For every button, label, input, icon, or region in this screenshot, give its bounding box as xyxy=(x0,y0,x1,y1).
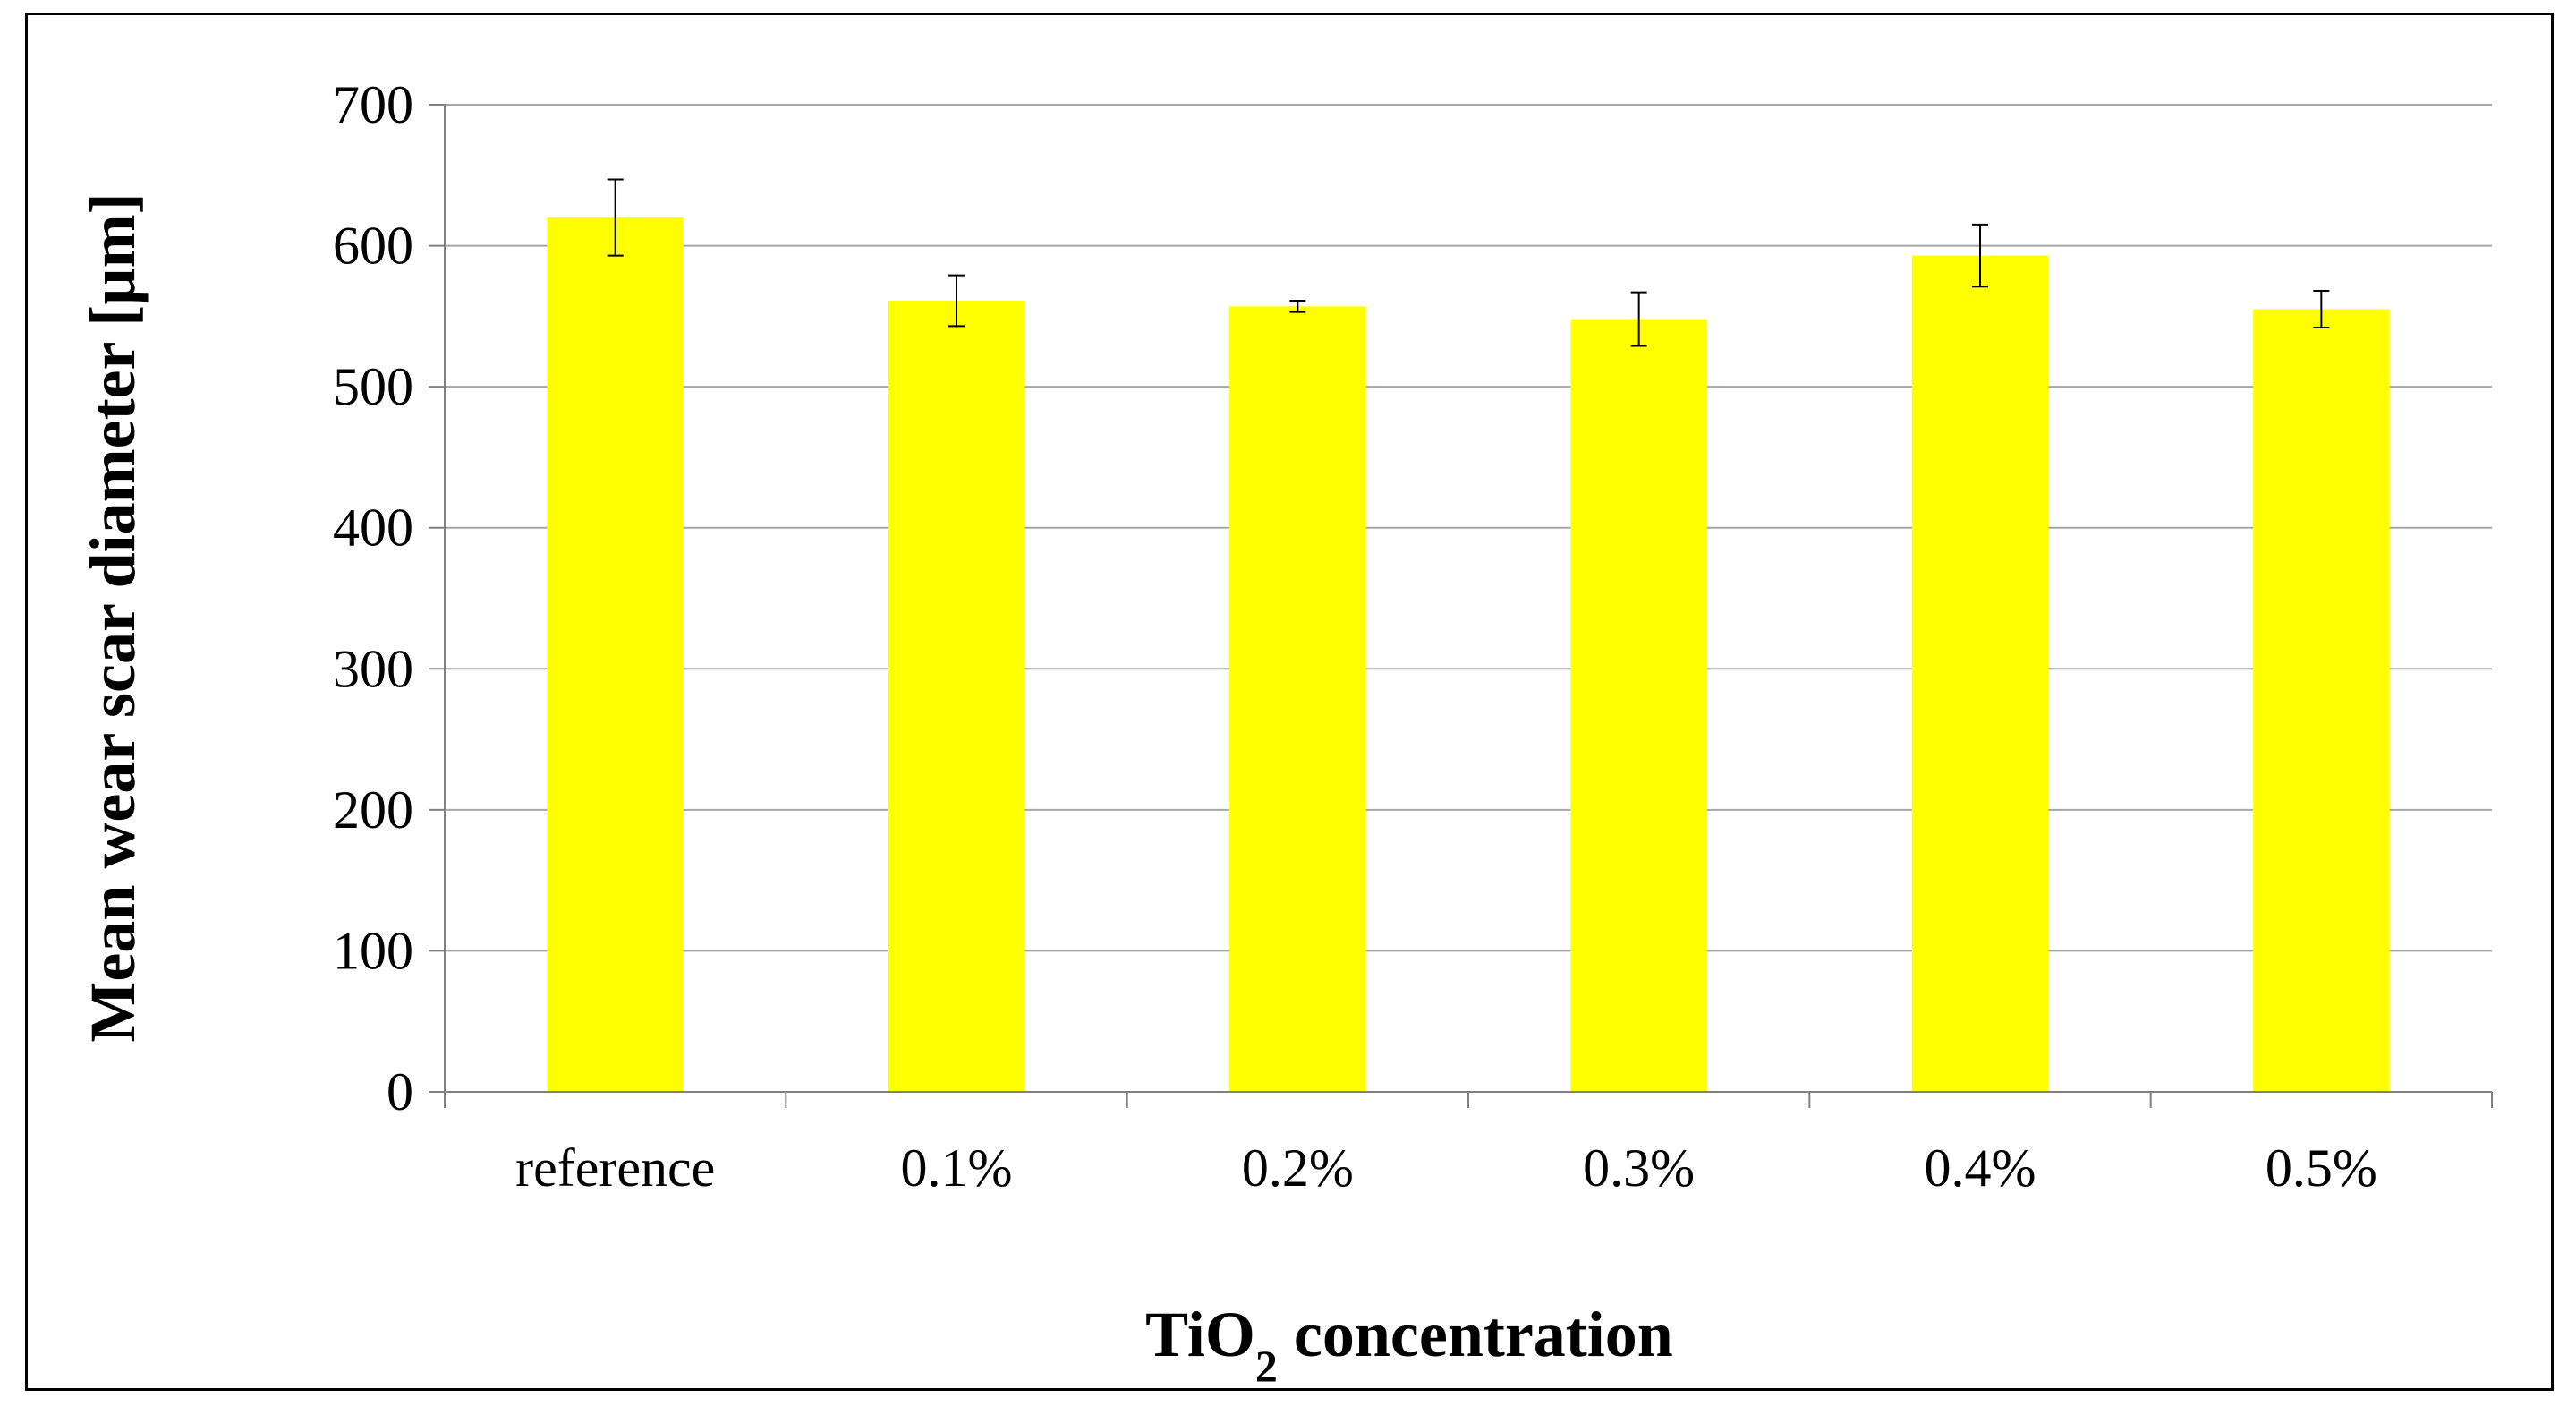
x-tick-label: 0.5% xyxy=(2266,1138,2377,1198)
bars xyxy=(547,217,2390,1093)
x-tick-label: 0.2% xyxy=(1242,1138,1354,1198)
x-tick-labels: reference 0.1% 0.2% 0.3% 0.4% 0.5% xyxy=(515,1138,2377,1198)
y-tick-label: 100 xyxy=(333,921,413,980)
y-tick-label: 600 xyxy=(333,217,413,276)
bar xyxy=(1570,319,1707,1093)
y-axis-title: Mean wear scar diameter [µm] xyxy=(77,192,149,1042)
y-tick-label: 200 xyxy=(333,780,413,840)
y-tick-label: 300 xyxy=(333,639,413,698)
x-axis-title: TiO2 concentration xyxy=(1145,1299,1673,1391)
y-tick-label: 400 xyxy=(333,499,413,558)
y-tick-label: 700 xyxy=(333,75,413,134)
error-bar xyxy=(1972,223,1988,288)
error-bar xyxy=(1289,300,1306,313)
gridlines xyxy=(445,104,2492,952)
bar xyxy=(2253,309,2390,1092)
error-bar xyxy=(607,178,624,257)
error-bar xyxy=(2313,289,2330,328)
x-tick-label: 0.4% xyxy=(1925,1138,2036,1198)
error-bar xyxy=(1630,291,1647,347)
x-axis-title-base: TiO xyxy=(1145,1299,1255,1370)
x-tick-label: reference xyxy=(515,1138,715,1198)
bar xyxy=(1229,306,1366,1092)
bar xyxy=(547,217,684,1093)
error-bar xyxy=(948,274,965,328)
y-tick-label: 0 xyxy=(387,1062,413,1121)
x-axis-title-subscript: 2 xyxy=(1255,1341,1278,1391)
x-tick-label: 0.1% xyxy=(901,1138,1013,1198)
bar xyxy=(1911,255,2049,1092)
bar xyxy=(888,301,1025,1092)
x-tick-label: 0.3% xyxy=(1583,1138,1695,1198)
y-tick-label: 500 xyxy=(333,357,413,416)
error-bars xyxy=(607,178,2330,347)
x-axis-title-rest: concentration xyxy=(1278,1299,1673,1370)
y-tick-labels: 0 100 200 300 400 500 600 700 xyxy=(333,75,413,1121)
axes xyxy=(429,104,2493,1108)
